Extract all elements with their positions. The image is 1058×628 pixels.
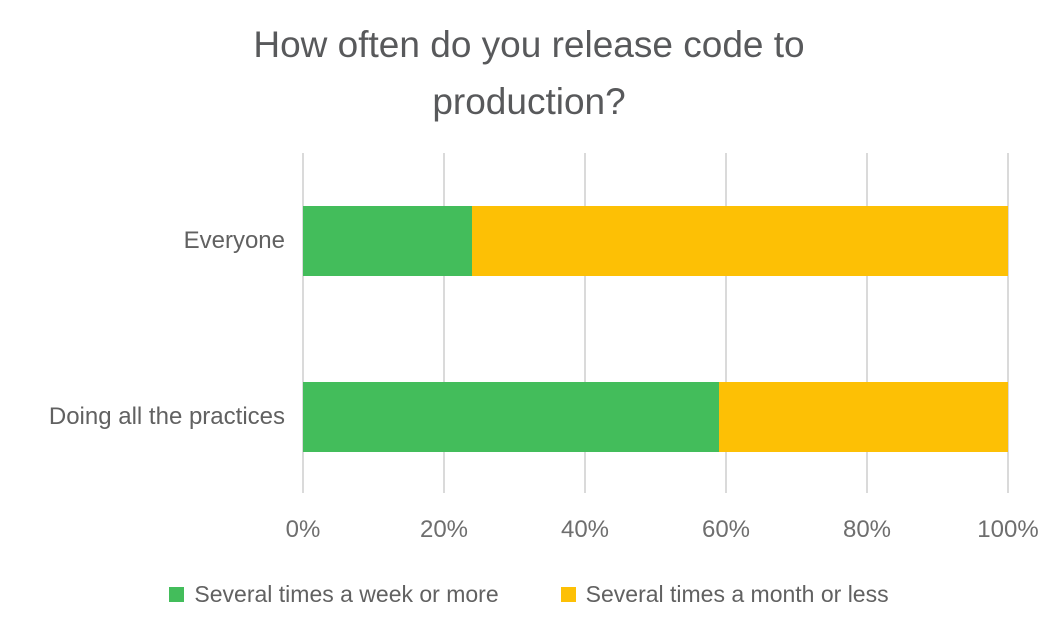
chart-title: How often do you release code to product…: [0, 16, 1058, 130]
legend-label: Several times a week or more: [194, 581, 499, 607]
gridline-100%: [1007, 153, 1009, 493]
chart-title-line-2: production?: [432, 81, 626, 122]
gridline-80%: [866, 153, 868, 493]
x-tick-label: 100%: [977, 516, 1039, 543]
gridline-20%: [443, 153, 445, 493]
x-tick-label: 80%: [842, 516, 892, 543]
gridline-0%: [302, 153, 304, 493]
bar-segment[interactable]: [303, 206, 473, 276]
legend-item: Several times a week or more: [169, 581, 499, 608]
bar-segment[interactable]: [303, 382, 719, 452]
bar-row-0: [303, 206, 1008, 276]
category-label: Doing all the practices: [48, 403, 285, 430]
x-tick-label: 0%: [285, 516, 321, 543]
x-tick-label: 40%: [560, 516, 610, 543]
plot-area: [302, 153, 1009, 493]
category-label: Everyone: [183, 227, 285, 254]
legend-label: Several times a month or less: [585, 581, 889, 607]
chart-title-line-1: How often do you release code to: [253, 24, 805, 65]
legend-swatch-icon: [169, 587, 185, 602]
gridline-60%: [725, 153, 727, 493]
bar-segment[interactable]: [472, 206, 1008, 276]
x-tick-label: 20%: [419, 516, 469, 543]
x-tick-label: 60%: [701, 516, 751, 543]
bar-segment[interactable]: [718, 382, 1008, 452]
legend-item: Several times a month or less: [560, 581, 889, 608]
legend-swatch-icon: [560, 587, 576, 602]
gridline-40%: [584, 153, 586, 493]
legend: Several times a week or more Several time…: [0, 581, 1058, 608]
bar-row-1: [303, 382, 1008, 452]
